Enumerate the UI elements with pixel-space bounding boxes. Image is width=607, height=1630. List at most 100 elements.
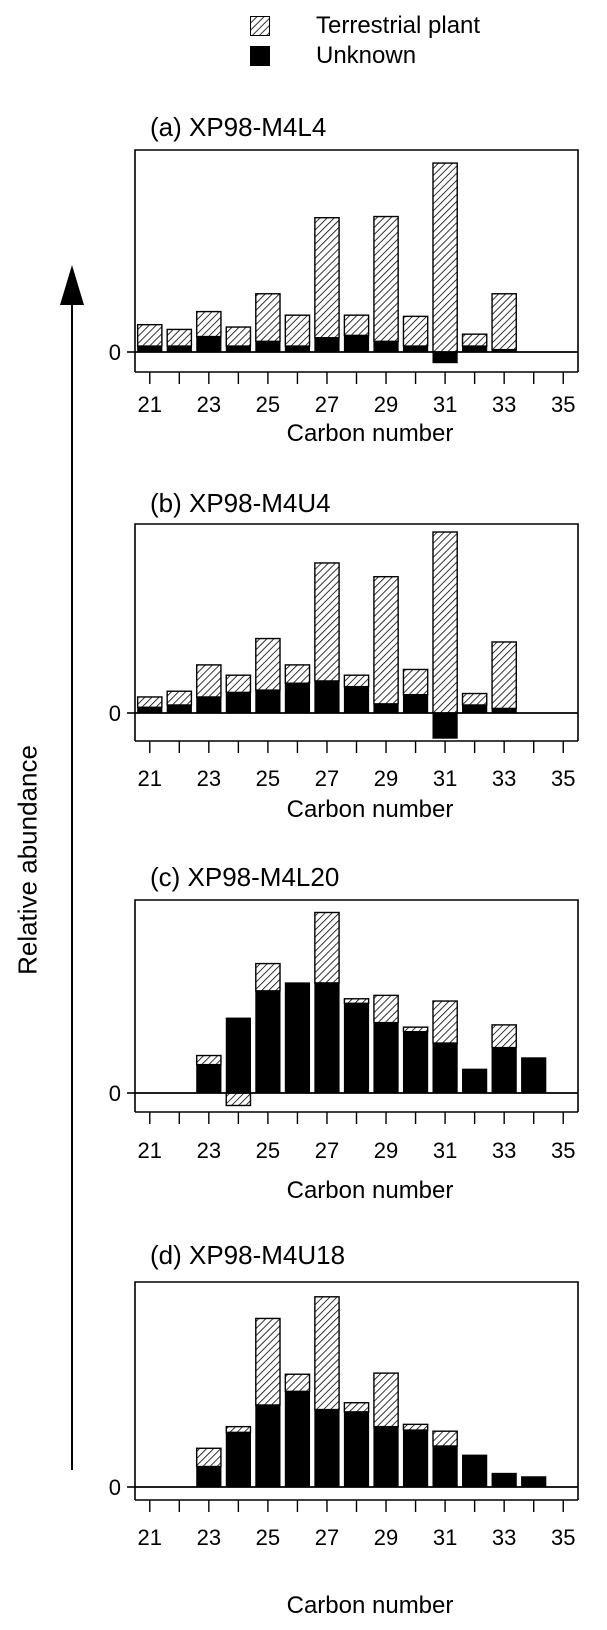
bar-terrestrial-a-24 (225, 326, 252, 347)
x-tick-label-d-35: 35 (551, 1525, 575, 1550)
bar-terrestrial-d-27 (314, 1296, 340, 1411)
legend-item-unknown: Unknown (250, 42, 416, 70)
panel-title-a: (a) XP98-M4L4 (150, 112, 327, 142)
bar-terrestrial-d-29 (373, 1372, 399, 1428)
bar-unknown-b-22 (166, 704, 192, 714)
x-axis-label-d: Carbon number (286, 1592, 454, 1619)
bar-terrestrial-c-28 (343, 998, 370, 1005)
bar-unknown-d-32 (462, 1454, 488, 1488)
bar-terrestrial-d-23 (196, 1447, 222, 1468)
bar-unknown-c-31 (432, 1042, 458, 1094)
bar-terrestrial-b-26 (284, 664, 311, 684)
x-tick-label-b-25: 25 (256, 766, 280, 791)
x-tick-label-b-31: 31 (433, 766, 457, 791)
bar-terrestrial-b-33 (491, 641, 517, 710)
bar-terrestrial-a-25 (255, 293, 281, 343)
x-tick-label-a-27: 27 (315, 392, 339, 417)
bar-terrestrial-a-26 (284, 314, 311, 347)
legend-item-terrestrial: Terrestrial plant (250, 12, 480, 40)
x-tick-label-c-29: 29 (374, 1138, 398, 1163)
x-tick-label-a-31: 31 (433, 392, 457, 417)
x-tick-label-a-33: 33 (492, 392, 516, 417)
bar-terrestrial-d-26 (284, 1373, 311, 1393)
x-tick-label-b-21: 21 (138, 766, 162, 791)
bar-unknown-d-29 (373, 1426, 399, 1488)
x-tick-label-d-25: 25 (256, 1525, 280, 1550)
bar-terrestrial-d-25 (255, 1317, 281, 1406)
panel-title-c: (c) XP98-M4L20 (150, 862, 340, 892)
legend-swatch-solid (250, 46, 270, 66)
x-axis-label-a: Carbon number (286, 420, 454, 447)
bar-unknown-c-24 (225, 1017, 251, 1094)
bar-terrestrial-c-31 (432, 1000, 458, 1044)
bar-unknown-b-23 (196, 696, 222, 714)
bar-terrestrial-c-24 (225, 1092, 252, 1107)
bar-terrestrial-c-23 (196, 1054, 222, 1066)
bar-unknown-a-29 (373, 340, 399, 353)
panel-b: 0 21 23 25 27 29 31 33 35 (109, 523, 579, 791)
y-tick-label-c: 0 (109, 1081, 121, 1106)
x-tick-label-b-29: 29 (374, 766, 398, 791)
bar-unknown-b-25 (255, 689, 281, 714)
bar-terrestrial-a-27 (314, 217, 340, 339)
bar-unknown-c-33 (491, 1047, 517, 1094)
bar-terrestrial-a-28 (343, 314, 370, 337)
bar-terrestrial-a-32 (461, 333, 488, 347)
bar-terrestrial-b-27 (314, 562, 340, 682)
x-axis-label-b: Carbon number (286, 796, 454, 823)
bar-terrestrial-d-28 (343, 1402, 370, 1413)
x-tick-label-a-35: 35 (551, 392, 575, 417)
bar-unknown-a-28 (343, 334, 370, 353)
panel-title-d: (d) XP98-M4U18 (150, 1240, 346, 1270)
plot-frame-b (134, 523, 579, 741)
bar-terrestrial-a-21 (136, 323, 163, 347)
panel-c: 0 21 23 25 27 29 31 33 35 (109, 899, 579, 1163)
bar-terrestrial-b-21 (136, 696, 163, 708)
x-tick-label-b-33: 33 (492, 766, 516, 791)
bar-unknown-c-28 (343, 1002, 370, 1094)
bar-terrestrial-a-33 (491, 293, 517, 351)
bar-unknown-b-24 (225, 691, 251, 714)
bar-terrestrial-b-31 (432, 531, 458, 714)
plot-frame-c (134, 899, 579, 1112)
bar-terrestrial-a-31 (432, 162, 458, 353)
bar-unknown-c-23 (196, 1064, 222, 1094)
bar-terrestrial-b-29 (373, 575, 399, 705)
panel-title-b: (b) XP98-M4U4 (150, 488, 331, 518)
legend-label-unknown: Unknown (316, 42, 417, 69)
bar-terrestrial-b-24 (225, 674, 252, 694)
bar-terrestrial-b-23 (196, 664, 222, 698)
bar-terrestrial-a-29 (373, 215, 399, 343)
x-tick-label-d-29: 29 (374, 1525, 398, 1550)
x-tick-label-c-23: 23 (197, 1138, 221, 1163)
bar-unknown-d-24 (225, 1431, 251, 1488)
bar-unknown-a-31 (432, 351, 458, 364)
x-tick-label-a-29: 29 (374, 392, 398, 417)
x-tick-label-d-33: 33 (492, 1525, 516, 1550)
bar-unknown-d-33 (491, 1472, 517, 1488)
bar-unknown-c-29 (373, 1022, 399, 1094)
bar-unknown-b-26 (284, 682, 311, 714)
x-tick-label-c-33: 33 (492, 1138, 516, 1163)
x-tick-label-a-21: 21 (138, 392, 162, 417)
bar-unknown-b-31 (432, 712, 458, 739)
bar-unknown-a-23 (196, 336, 222, 353)
bar-terrestrial-c-27 (314, 911, 340, 984)
bar-terrestrial-d-31 (432, 1430, 458, 1447)
y-tick-label-b: 0 (109, 701, 121, 726)
x-axis-label-c: Carbon number (286, 1177, 454, 1204)
bar-terrestrial-c-30 (402, 1026, 429, 1033)
bar-unknown-d-34 (521, 1476, 547, 1488)
x-tick-label-d-27: 27 (315, 1525, 339, 1550)
bar-terrestrial-d-24 (225, 1425, 252, 1434)
x-tick-label-c-25: 25 (256, 1138, 280, 1163)
bar-unknown-b-27 (314, 680, 340, 714)
bar-terrestrial-b-28 (343, 674, 370, 688)
bar-unknown-b-29 (373, 703, 399, 714)
y-tick-label-a: 0 (109, 340, 121, 365)
bar-unknown-c-32 (462, 1068, 488, 1094)
x-tick-label-a-23: 23 (197, 392, 221, 417)
x-tick-label-d-31: 31 (433, 1525, 457, 1550)
x-tick-label-d-23: 23 (197, 1525, 221, 1550)
